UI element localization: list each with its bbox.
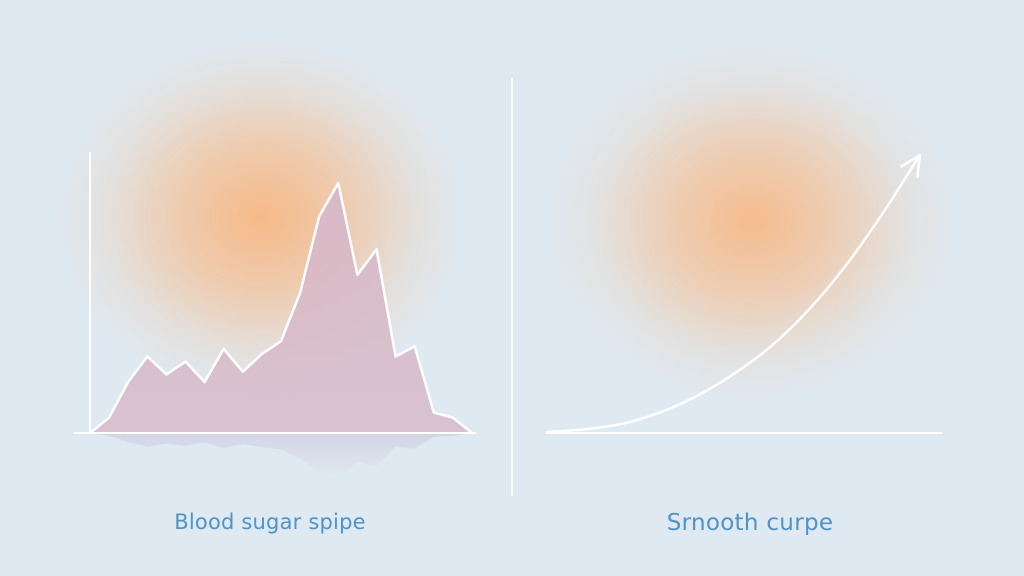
left-caption: Blood sugar spipe (174, 510, 366, 534)
right-glow (547, 42, 957, 402)
smooth-curve-chart (546, 153, 942, 434)
smooth-curve-line (546, 153, 922, 434)
blood-sugar-spike-chart (74, 152, 476, 478)
curve-arrowhead (900, 153, 922, 179)
spike-line (89, 181, 473, 434)
spike-area (90, 183, 472, 433)
spike-area-reflection (90, 433, 472, 478)
right-caption: Srnooth curpe (666, 510, 834, 536)
left-glow (57, 38, 467, 398)
